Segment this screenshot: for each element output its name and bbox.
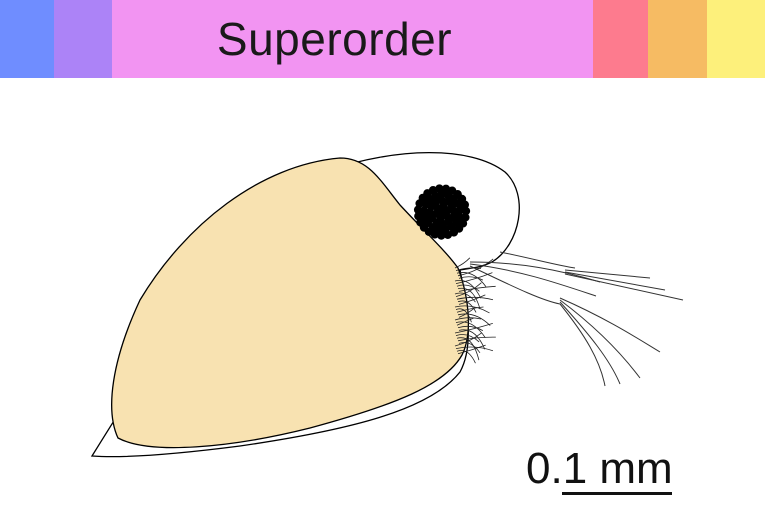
compound-eye bbox=[413, 184, 471, 240]
scale-bar-label: 0.1 mm bbox=[526, 444, 673, 493]
band-2 bbox=[54, 0, 112, 78]
band-6 bbox=[707, 0, 765, 78]
specimen-svg bbox=[90, 151, 684, 458]
taxonomy-rank-banner: Superorder bbox=[0, 0, 765, 78]
body-interior bbox=[111, 157, 470, 449]
band-5 bbox=[648, 0, 707, 78]
antennae bbox=[469, 251, 684, 387]
band-title: Superorder bbox=[112, 0, 593, 78]
thoracic-setae bbox=[454, 257, 496, 364]
band-4 bbox=[593, 0, 648, 78]
specimen-illustration bbox=[0, 78, 765, 500]
scale-bar-line bbox=[562, 492, 672, 495]
band-1 bbox=[0, 0, 54, 78]
scale-bar: 0.1 mm bbox=[520, 440, 710, 500]
rank-title: Superorder bbox=[216, 13, 453, 65]
